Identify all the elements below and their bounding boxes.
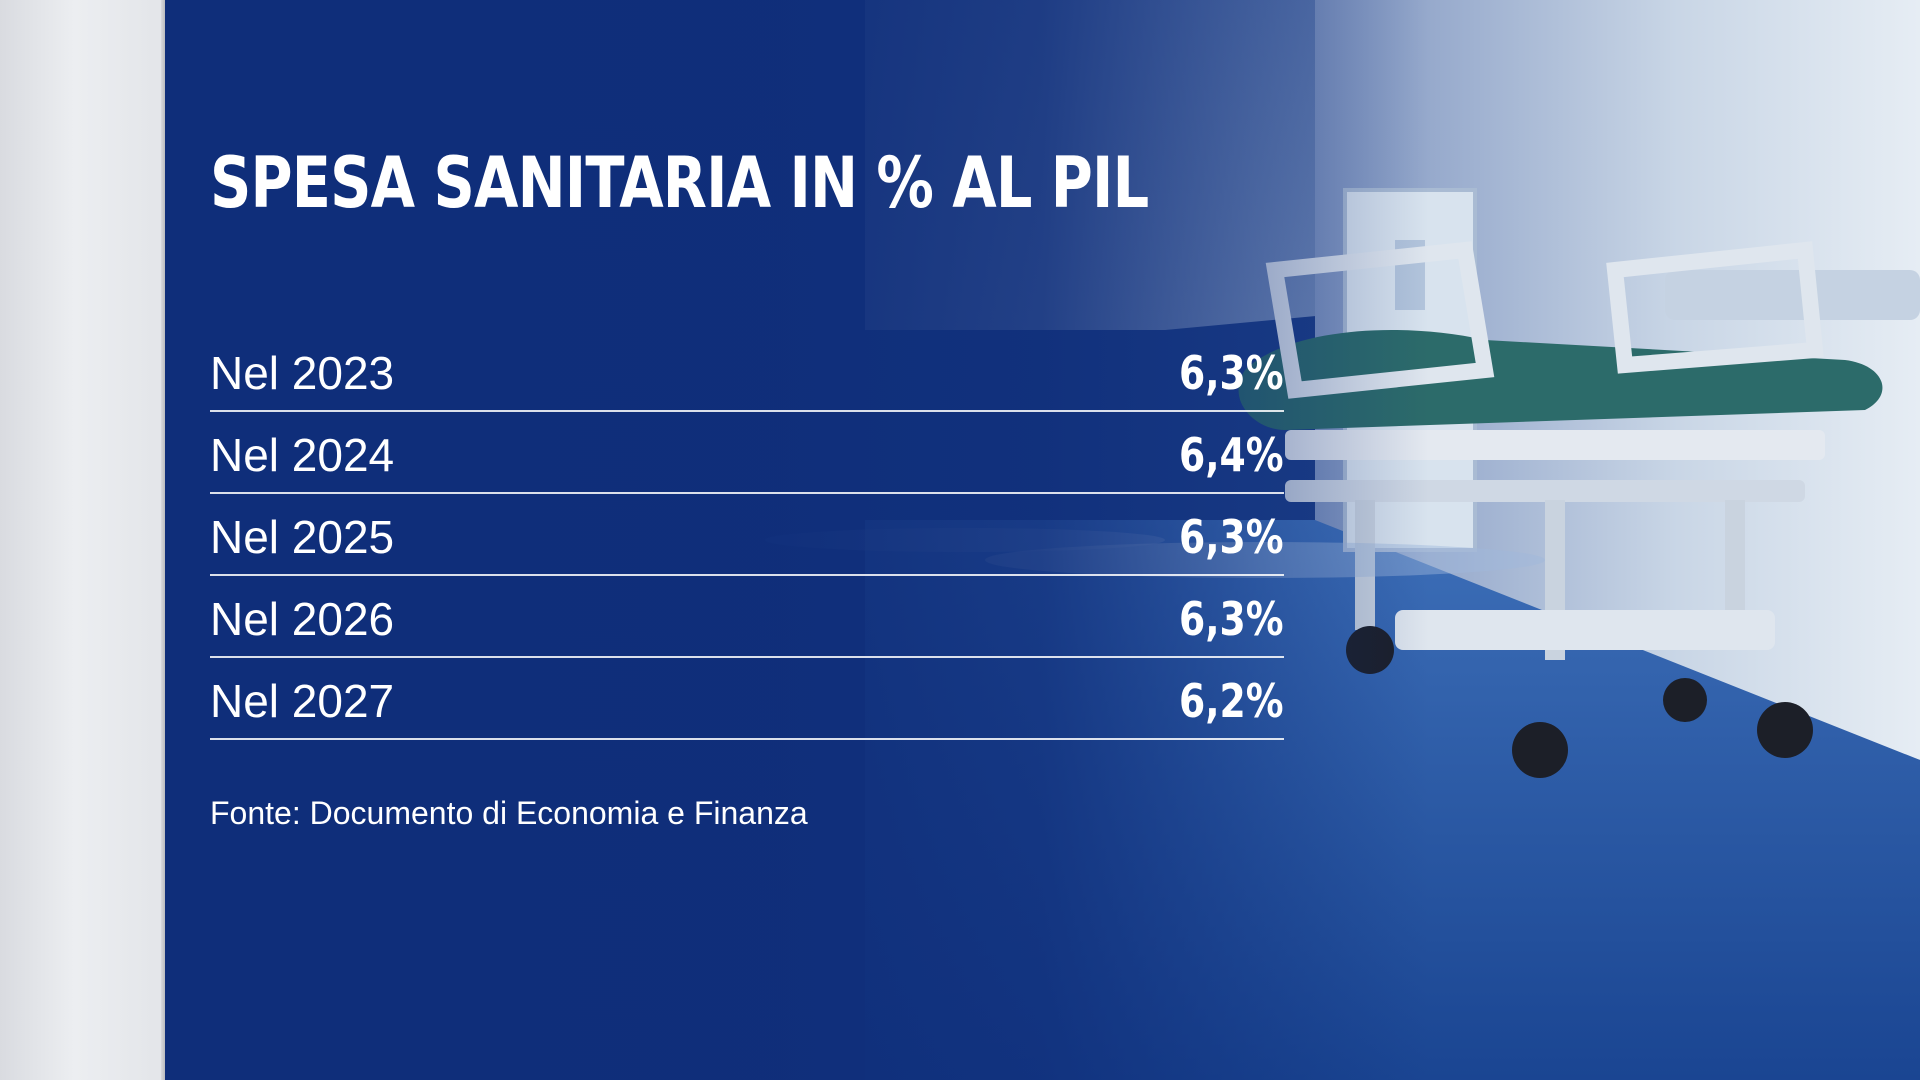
row-value: 6,3% [1179,592,1284,646]
row-value: 6,2% [1179,674,1284,728]
row-value: 6,4% [1179,428,1284,482]
data-table: Nel 2023 6,3% Nel 2024 6,4% Nel 2025 6,3… [210,330,1284,740]
source-note: Fonte: Documento di Economia e Finanza [210,795,808,831]
row-label: Nel 2027 [210,675,395,727]
table-row: Nel 2026 6,3% [210,576,1284,658]
row-value: 6,3% [1179,510,1284,564]
table-row: Nel 2027 6,2% [210,658,1284,740]
table-row: Nel 2023 6,3% [210,330,1284,412]
table-row: Nel 2025 6,3% [210,494,1284,576]
row-label: Nel 2024 [210,429,395,481]
row-label: Nel 2025 [210,511,395,563]
blue-panel [165,0,1920,1080]
table-row: Nel 2024 6,4% [210,412,1284,494]
row-value: 6,3% [1179,346,1284,400]
row-label: Nel 2026 [210,593,395,645]
row-label: Nel 2023 [210,347,395,399]
chart-title: SPESA SANITARIA IN % AL PIL [210,142,1149,224]
left-side-strip [0,0,165,1080]
blue-gradient-overlay [165,0,1920,1080]
